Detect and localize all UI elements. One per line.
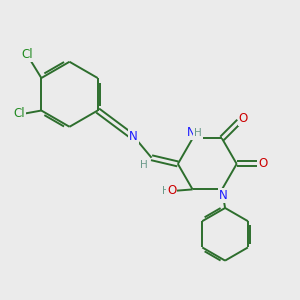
Text: Cl: Cl bbox=[22, 48, 33, 61]
Text: O: O bbox=[167, 184, 176, 197]
Text: N: N bbox=[187, 126, 196, 140]
Text: Cl: Cl bbox=[13, 107, 25, 120]
Text: N: N bbox=[129, 130, 138, 143]
Text: H: H bbox=[140, 160, 148, 170]
Text: O: O bbox=[239, 112, 248, 125]
Text: O: O bbox=[258, 158, 267, 170]
Text: H: H bbox=[162, 186, 170, 196]
Text: N: N bbox=[219, 189, 228, 202]
Text: H: H bbox=[194, 128, 202, 138]
